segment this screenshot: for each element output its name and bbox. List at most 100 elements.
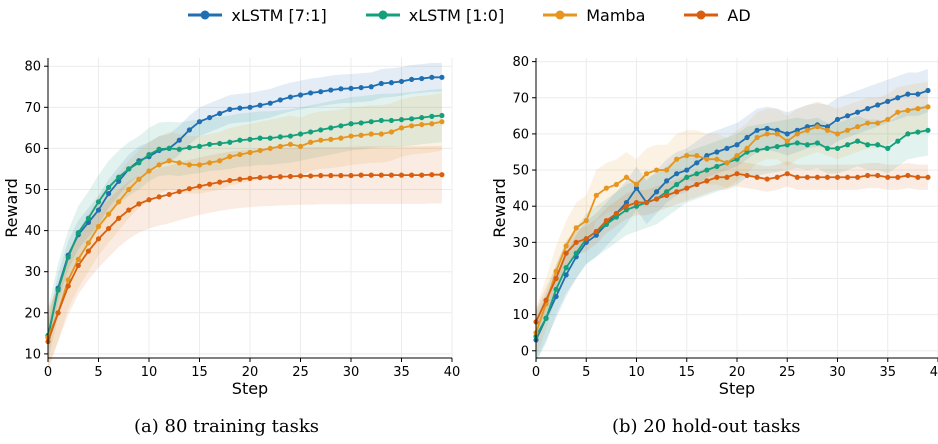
x-tick-label: 20: [729, 365, 746, 380]
data-point: [116, 178, 122, 184]
data-point: [388, 129, 394, 135]
data-point: [388, 172, 394, 178]
data-point: [106, 184, 112, 191]
data-point: [744, 149, 750, 155]
data-point: [287, 173, 293, 179]
data-point: [704, 178, 710, 184]
data-point: [247, 149, 253, 156]
legend-label: AD: [727, 5, 751, 25]
data-point: [186, 162, 192, 168]
data-point: [814, 140, 821, 146]
data-point: [855, 124, 861, 130]
data-point: [75, 262, 81, 269]
data-point: [563, 265, 569, 271]
data-point: [543, 297, 549, 303]
data-point: [623, 174, 630, 180]
data-point: [704, 167, 710, 173]
y-tick-label: 10: [24, 347, 41, 362]
data-point: [814, 174, 821, 180]
series-line: [47, 120, 443, 338]
data-point: [734, 152, 740, 159]
data-point: [915, 91, 921, 97]
data-point: [583, 218, 589, 224]
data-point: [764, 176, 770, 182]
data-point: [318, 137, 324, 143]
data-point: [126, 186, 132, 193]
y-axis-label: Reward: [2, 178, 21, 238]
y-tick-label: 0: [521, 344, 529, 359]
data-point: [348, 121, 354, 127]
series-line: [535, 129, 929, 337]
data-point: [794, 174, 800, 180]
data-point: [664, 189, 670, 195]
legend-label: Mamba: [586, 5, 646, 25]
data-point: [744, 134, 750, 141]
y-tick-label: 80: [512, 55, 529, 70]
confidence-band: [48, 92, 442, 367]
x-tick-label: 15: [191, 365, 208, 380]
data-point: [714, 149, 720, 155]
data-point: [905, 172, 911, 179]
data-point: [654, 196, 660, 202]
data-point: [247, 136, 253, 142]
data-point: [804, 124, 810, 130]
data-point: [409, 76, 415, 82]
data-point: [714, 163, 720, 170]
data-point: [834, 116, 841, 123]
data-point: [348, 133, 354, 139]
data-point: [925, 87, 931, 94]
data-point: [623, 199, 630, 206]
data-point: [764, 125, 770, 132]
data-point: [674, 156, 680, 162]
data-point: [368, 131, 374, 137]
data-point: [207, 114, 213, 121]
y-tick-label: 70: [512, 91, 529, 106]
data-point: [865, 106, 871, 112]
legend-swatch-icon: [684, 10, 719, 20]
caption-b: (b) 20 hold-out tasks: [612, 416, 801, 437]
data-point: [905, 107, 911, 114]
data-point: [409, 116, 415, 122]
data-point: [277, 134, 283, 140]
data-point: [348, 172, 354, 179]
data-point: [398, 117, 405, 123]
data-point: [593, 228, 599, 235]
data-point: [156, 146, 162, 152]
data-point: [694, 171, 700, 177]
data-point: [439, 74, 445, 80]
data-point: [684, 167, 690, 173]
data-point: [196, 119, 203, 125]
data-point: [95, 207, 102, 213]
data-point: [664, 178, 670, 184]
data-point: [714, 174, 720, 180]
data-point: [116, 215, 122, 221]
data-point: [744, 172, 750, 179]
data-point: [774, 127, 780, 133]
legend-label: xLSTM [1:0]: [408, 5, 505, 25]
data-point: [553, 268, 559, 274]
data-point: [267, 174, 273, 180]
data-point: [875, 142, 881, 148]
data-point: [308, 173, 314, 179]
data-point: [704, 156, 710, 162]
x-tick-label: 40: [444, 365, 461, 380]
data-point: [318, 89, 324, 95]
data-point: [563, 272, 569, 278]
x-tick-label: 15: [678, 365, 695, 380]
confidence-band: [536, 104, 928, 362]
data-point: [328, 87, 334, 93]
data-point: [603, 218, 609, 224]
data-point: [388, 117, 394, 124]
data-point: [429, 74, 435, 80]
legend-swatch-icon: [543, 10, 578, 20]
chart-b: 0 5 10 15 20 25 30 35 40 0 10 20 30 40 50 60 70 80 Step Rew…: [490, 55, 938, 398]
data-point: [65, 254, 71, 260]
legend-swatch-icon: [188, 10, 223, 20]
legend-item: Mamba: [542, 6, 645, 25]
data-point: [237, 151, 243, 158]
data-point: [378, 117, 384, 124]
data-point: [126, 166, 132, 172]
y-tick-label: 10: [512, 308, 529, 323]
data-point: [116, 199, 122, 205]
data-point: [593, 232, 599, 238]
